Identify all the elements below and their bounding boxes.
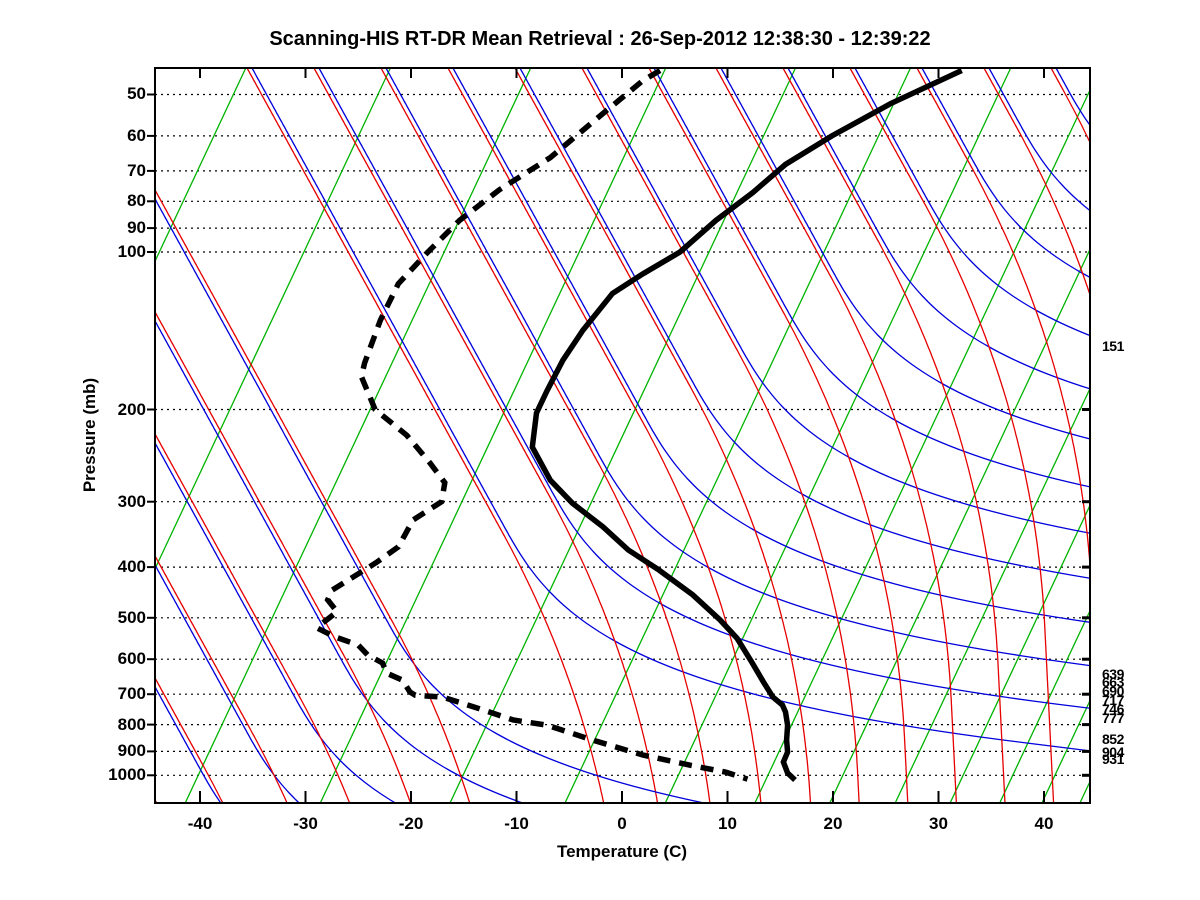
temp-tick-label: 20 (823, 814, 843, 833)
temp-tick-label: -10 (504, 814, 529, 833)
green-isopleth-line (894, 387, 1090, 803)
green-isopleth-line (664, 68, 1012, 803)
pressure-tick-label: 700 (117, 684, 146, 704)
pressure-tick-label: 800 (117, 714, 146, 734)
red-isopleth-line (514, 68, 812, 803)
blue-isopleth-line (155, 320, 525, 803)
pressure-tick-label: 900 (117, 741, 146, 761)
red-isopleth-line (849, 68, 1055, 803)
red-isopleth-line (155, 677, 224, 803)
pressure-tick-label: 50 (127, 84, 146, 104)
red-isopleth-line (246, 68, 605, 803)
red-isopleth-line (155, 189, 471, 803)
pressure-tick-label: 500 (117, 607, 146, 627)
blue-isopleth-line (318, 68, 1090, 709)
red-isopleth-line (1050, 68, 1090, 144)
level-pressure-label: 852 (1102, 730, 1124, 747)
blue-isopleth-line (155, 442, 397, 803)
x-axis-label: Temperature (C) (556, 842, 688, 861)
blue-isopleth-line (1055, 68, 1090, 127)
green-isopleth-line (754, 88, 1090, 803)
blue-isopleth-line (921, 68, 1090, 279)
pressure-tick-label: 90 (127, 218, 146, 238)
blue-isopleth-line (519, 68, 1090, 579)
temp-tick-label: -40 (187, 814, 213, 833)
red-isopleth-line (380, 68, 711, 803)
green-isopleth-line (999, 609, 1090, 803)
temp-tick-label: -20 (398, 814, 424, 833)
red-isopleth-line (155, 433, 351, 803)
blue-isopleth-line (452, 68, 1090, 623)
red-isopleth-line (916, 68, 1090, 575)
green-isopleth-line (564, 68, 912, 803)
level-pressure-label: 746 (1102, 700, 1124, 717)
pressure-tick-label: 200 (117, 399, 146, 419)
level-pressure-label: 151 (1102, 337, 1124, 354)
pressure-tick-label: 70 (127, 160, 146, 180)
blue-isopleth-line (988, 68, 1090, 212)
level-pressure-label: 904 (1102, 744, 1124, 761)
level-pressure-label: 639 (1102, 665, 1124, 682)
chart-title: Scanning-HIS RT-DR Mean Retrieval : 26-S… (269, 28, 931, 50)
red-isopleth-line (581, 68, 860, 803)
red-isopleth-line (313, 68, 659, 803)
temperature-profile-line (529, 68, 963, 782)
temp-tick-label: 10 (718, 814, 737, 833)
green-isopleth-line (949, 503, 1090, 803)
blue-isopleth-line (385, 68, 1090, 667)
green-isopleth-line (184, 68, 532, 803)
red-isopleth-line (155, 311, 412, 803)
temp-tick-label: -30 (293, 814, 318, 833)
level-pressure-label: 690 (1102, 682, 1124, 699)
level-pressure-label: 777 (1102, 709, 1124, 726)
red-isopleth-line (983, 68, 1090, 297)
red-isopleth-line (782, 68, 1006, 803)
green-isopleth-line (1079, 779, 1090, 803)
pressure-tick-label: 400 (117, 557, 146, 577)
temp-tick-label: 0 (617, 814, 627, 833)
blue-isopleth-line (586, 68, 1090, 534)
blue-isopleth-line (720, 68, 1090, 440)
level-pressure-label: 717 (1102, 691, 1124, 708)
red-isopleth-line (648, 68, 909, 803)
pressure-tick-label: 1000 (108, 765, 146, 785)
level-pressure-label: 663 (1102, 673, 1124, 690)
blue-isopleth-line (854, 68, 1090, 337)
blue-isopleth-line (155, 198, 708, 803)
pressure-tick-label: 100 (117, 242, 146, 261)
green-isopleth-line (829, 247, 1090, 803)
temp-tick-label: 40 (1034, 814, 1054, 833)
pressure-tick-label: 600 (117, 649, 146, 669)
pressure-tick-label: 60 (127, 125, 146, 145)
green-isopleth-line (319, 68, 667, 803)
pressure-tick-label: 300 (117, 491, 146, 511)
blue-isopleth-line (155, 686, 222, 803)
dewpoint-profile-line (312, 68, 749, 782)
red-isopleth-line (447, 68, 762, 803)
blue-isopleth-line (251, 68, 1090, 752)
green-isopleth-line (155, 68, 247, 263)
temp-tick-label: 30 (929, 814, 948, 833)
blue-isopleth-line (787, 68, 1090, 390)
plot-interior (155, 68, 1090, 803)
level-pressure-label: 931 (1102, 751, 1124, 768)
green-isopleth-line (449, 68, 797, 803)
pressure-tick-label: 80 (127, 191, 146, 211)
blue-isopleth-line (155, 564, 301, 803)
red-isopleth-line (715, 68, 958, 803)
red-isopleth-line (155, 555, 288, 803)
